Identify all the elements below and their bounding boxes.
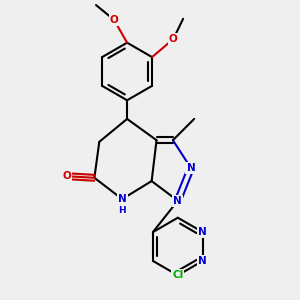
Text: N: N (118, 194, 127, 204)
Text: O: O (110, 15, 118, 25)
Text: O: O (169, 34, 178, 44)
Text: N: N (173, 196, 182, 206)
Text: N: N (187, 163, 195, 173)
Text: Cl: Cl (172, 270, 183, 280)
Text: N: N (198, 227, 207, 237)
Text: O: O (62, 171, 71, 181)
Text: N: N (198, 256, 207, 266)
Text: H: H (118, 206, 126, 215)
